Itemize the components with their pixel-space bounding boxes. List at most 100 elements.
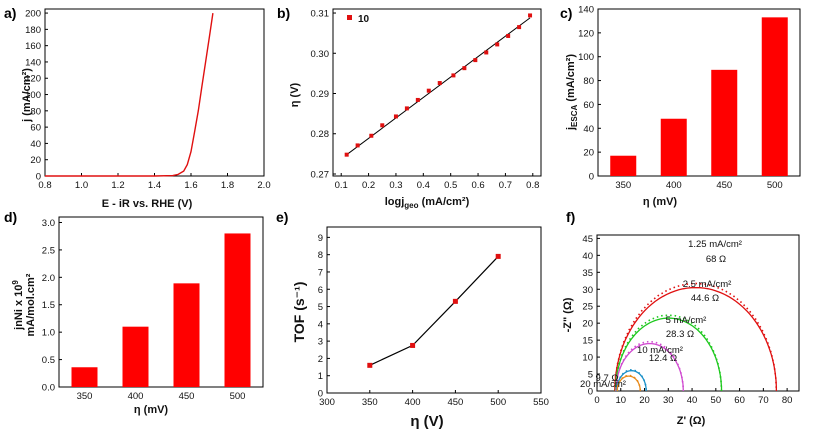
panel-label-c: c) bbox=[560, 5, 572, 21]
panel-e-series-line bbox=[369, 255, 499, 366]
panel-a-xtick-label: 1.0 bbox=[75, 180, 88, 191]
panel-f-series-label: 10 mA/cm² bbox=[637, 345, 683, 356]
panel-f-resistance-label: 68 Ω bbox=[706, 254, 726, 265]
panel-b-data-point bbox=[404, 106, 409, 111]
panel-f-xtick-label: 80 bbox=[782, 395, 793, 406]
panel-f-xtick-label: 70 bbox=[758, 395, 769, 406]
panel-f-xtick-label: 40 bbox=[687, 395, 698, 406]
panel-b-data-point bbox=[344, 152, 349, 157]
panel-b-data-point bbox=[473, 58, 478, 63]
panel-f-fit-curve bbox=[616, 375, 641, 392]
panel-b-legend-marker bbox=[347, 15, 352, 20]
panel-f-xtick-label: 20 bbox=[639, 395, 650, 406]
panel-e-xtick-label: 450 bbox=[447, 397, 463, 408]
panel-c-ytick-label: 120 bbox=[578, 28, 594, 39]
panel-e-ytick-label: 6 bbox=[318, 285, 323, 296]
panel-a-ytick-label: 40 bbox=[30, 139, 41, 150]
panel-a-frame bbox=[44, 8, 265, 177]
panel-a-ytick-label: 120 bbox=[25, 74, 41, 85]
panel-c-xtick-label: 500 bbox=[767, 180, 783, 191]
panel-b-data-point bbox=[369, 133, 374, 138]
panel-b-data-point bbox=[437, 81, 442, 86]
panel-b-legend-label: 10 bbox=[358, 14, 370, 25]
panel-f-series-label: 1.25 mA/cm² bbox=[688, 239, 742, 250]
panel-b-data-point bbox=[380, 123, 385, 128]
panel-f-series-label: 5 mA/cm² bbox=[666, 315, 707, 326]
panel-f-ytick-label: 40 bbox=[582, 251, 593, 262]
panel-b-data-point bbox=[484, 50, 489, 55]
panel-label-a: a) bbox=[4, 5, 16, 21]
panel-label-e: e) bbox=[276, 209, 288, 225]
panel-f-ytick-label: 10 bbox=[582, 353, 593, 364]
panel-c-ytick-label: 140 bbox=[578, 5, 594, 16]
panel-e-ytick-label: 2 bbox=[318, 354, 323, 365]
panel-f-resistance-label: 44.6 Ω bbox=[691, 293, 719, 304]
panel-c-ytick-label: 100 bbox=[578, 52, 594, 63]
panel-d-bar bbox=[224, 233, 251, 387]
panel-label-d: d) bbox=[4, 209, 17, 225]
panel-c-bar bbox=[711, 69, 738, 176]
panel-e-xtick-label: 350 bbox=[362, 397, 378, 408]
panel-f-series-label: 2.5 mA/cm² bbox=[683, 279, 732, 290]
panel-b-data-point bbox=[528, 13, 533, 18]
panel-a-ytick-label: 200 bbox=[25, 9, 41, 20]
panel-d-bar bbox=[173, 283, 200, 387]
panel-f-ytick-label: 35 bbox=[582, 268, 593, 279]
panel-b-fit-line bbox=[346, 17, 531, 156]
panel-b-xtick-label: 0.8 bbox=[526, 180, 539, 191]
panel-b-ytick-label: 0.27 bbox=[311, 169, 330, 180]
panel-d-bar bbox=[71, 367, 98, 387]
panel-a-xtick-label: 2.0 bbox=[257, 180, 270, 191]
panel-d-ytick-label: 2.5 bbox=[42, 245, 55, 256]
panel-a-series-line bbox=[45, 12, 214, 177]
panel-a-ylabel: j (mA/cm²) bbox=[21, 68, 33, 123]
panel-f-xtick-label: 0 bbox=[594, 395, 599, 406]
panel-b-ylabel: η (V) bbox=[289, 82, 301, 107]
panel-b-ytick-label: 0.30 bbox=[311, 49, 330, 60]
panel-d-xtick-label: 500 bbox=[230, 391, 246, 402]
panel-b-data-point bbox=[355, 143, 360, 148]
panel-e-xtick-label: 400 bbox=[405, 397, 421, 408]
panel-e-ytick-label: 7 bbox=[318, 267, 323, 278]
panel-a-ytick-label: 100 bbox=[25, 90, 41, 101]
panel-a-ytick-label: 80 bbox=[30, 106, 41, 117]
panel-d-xlabel: η (mV) bbox=[134, 404, 169, 416]
panel-b-xtick-label: 0.7 bbox=[499, 180, 512, 191]
panel-c-ytick-label: 0 bbox=[589, 172, 594, 183]
panel-f-ytick-label: 30 bbox=[582, 285, 593, 296]
panel-d-bar bbox=[122, 326, 149, 387]
panel-f-series-label: 20 mA/cm² bbox=[580, 379, 626, 390]
panel-a-ytick-label: 60 bbox=[30, 123, 41, 134]
panel-c-xlabel: η (mV) bbox=[643, 196, 678, 208]
panel-d-ytick-label: 0.5 bbox=[42, 355, 55, 366]
panel-b-xtick-label: 0.4 bbox=[417, 180, 430, 191]
panel-f-frame bbox=[596, 234, 800, 392]
panel-f-ytick-label: 15 bbox=[582, 336, 593, 347]
panel-f-resistance-label: 28.3 Ω bbox=[666, 329, 694, 340]
panel-b-data-point bbox=[451, 73, 456, 78]
panel-d-xtick-label: 350 bbox=[77, 391, 93, 402]
panel-d-ytick-label: 1.5 bbox=[42, 300, 55, 311]
panel-b-data-point bbox=[495, 42, 500, 47]
panel-b-ytick-label: 0.29 bbox=[311, 89, 330, 100]
panel-f-xtick-label: 10 bbox=[615, 395, 626, 406]
panel-f-data-points bbox=[615, 368, 647, 392]
panel-f-xlabel: Z' (Ω) bbox=[677, 415, 706, 427]
panel-d-xtick-label: 450 bbox=[179, 391, 195, 402]
panel-c-frame bbox=[597, 8, 801, 177]
panel-b-ytick-label: 0.28 bbox=[311, 129, 330, 140]
panel-b-data-point bbox=[393, 114, 398, 119]
panel-c-ytick-label: 20 bbox=[583, 148, 594, 159]
panel-a-ytick-label: 180 bbox=[25, 25, 41, 36]
panel-f-ytick-label: 25 bbox=[582, 302, 593, 313]
panel-e-ytick-label: 4 bbox=[318, 319, 323, 330]
panel-a-xtick-label: 0.8 bbox=[38, 180, 51, 191]
panel-e-ytick-label: 9 bbox=[318, 233, 323, 244]
panel-a-xtick-label: 1.4 bbox=[148, 180, 161, 191]
panel-e-ytick-label: 1 bbox=[318, 371, 323, 382]
panel-f-ytick-label: 5 bbox=[588, 370, 593, 381]
panel-f-xtick-label: 60 bbox=[734, 395, 745, 406]
panel-c-xtick-label: 350 bbox=[615, 180, 631, 191]
panel-c-bar bbox=[660, 118, 687, 176]
panel-e-data-point bbox=[452, 298, 458, 304]
